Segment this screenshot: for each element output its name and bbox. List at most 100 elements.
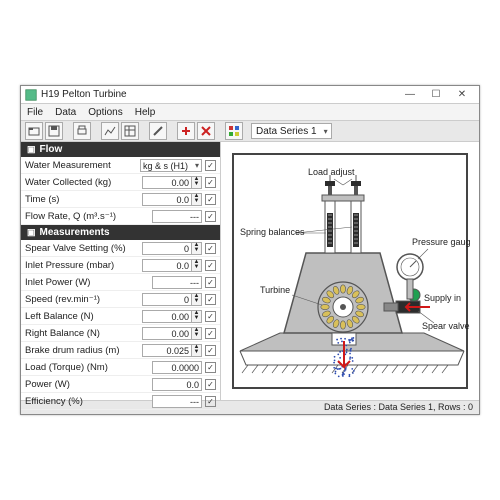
measurements-spinner[interactable]: ▲▼ bbox=[192, 327, 202, 340]
flow-value[interactable]: 0.0 bbox=[142, 193, 192, 206]
measurements-value[interactable]: 0.00 bbox=[142, 310, 192, 323]
measurements-row: Efficiency (%)---✓ bbox=[21, 393, 220, 410]
flow-row: Time (s)0.0▲▼✓ bbox=[21, 191, 220, 208]
toolbar-table-icon[interactable] bbox=[121, 122, 139, 140]
measurements-value: --- bbox=[152, 395, 202, 408]
measurements-rows: Spear Valve Setting (%)0▲▼✓Inlet Pressur… bbox=[21, 240, 220, 410]
flow-row: Water Measurementkg & s (H1)✓ bbox=[21, 157, 220, 174]
svg-text:Load adjust: Load adjust bbox=[308, 167, 355, 177]
measurements-value: --- bbox=[152, 276, 202, 289]
maximize-button[interactable]: ☐ bbox=[423, 88, 449, 102]
flow-label: Time (s) bbox=[25, 194, 142, 205]
measurements-row: Spear Valve Setting (%)0▲▼✓ bbox=[21, 240, 220, 257]
flow-label: Water Measurement bbox=[25, 160, 140, 171]
menu-help[interactable]: Help bbox=[135, 107, 156, 118]
measurements-label: Spear Valve Setting (%) bbox=[25, 243, 142, 254]
measurements-checkbox[interactable]: ✓ bbox=[205, 328, 216, 339]
measurements-spinner[interactable]: ▲▼ bbox=[192, 344, 202, 357]
flow-spinner[interactable]: ▲▼ bbox=[192, 176, 202, 189]
turbine-diagram: Load adjust Spring balances Pressure gauge… bbox=[234, 155, 470, 391]
svg-text:Spear valve: Spear valve bbox=[422, 321, 470, 331]
measurements-spinner[interactable]: ▲▼ bbox=[192, 242, 202, 255]
menubar: File Data Options Help bbox=[21, 104, 479, 120]
measurements-label: Speed (rev.min⁻¹) bbox=[25, 294, 142, 305]
measurements-checkbox[interactable]: ✓ bbox=[205, 260, 216, 271]
menu-file[interactable]: File bbox=[27, 107, 43, 118]
svg-text:Spring balances: Spring balances bbox=[240, 227, 305, 237]
toolbar-remove-icon[interactable] bbox=[197, 122, 215, 140]
measurements-value: 0.0000 bbox=[152, 361, 202, 374]
flow-row: Flow Rate, Q (m³.s⁻¹)---✓ bbox=[21, 208, 220, 225]
toolbar-add-icon[interactable] bbox=[177, 122, 195, 140]
measurements-row: Inlet Pressure (mbar)0.0▲▼✓ bbox=[21, 257, 220, 274]
flow-checkbox[interactable]: ✓ bbox=[205, 160, 216, 171]
toolbar-pencil-icon[interactable] bbox=[149, 122, 167, 140]
measurements-checkbox[interactable]: ✓ bbox=[205, 345, 216, 356]
side-panel: Flow Water Measurementkg & s (H1)✓Water … bbox=[21, 142, 221, 400]
measurements-header: Measurements bbox=[21, 225, 220, 240]
measurements-checkbox[interactable]: ✓ bbox=[205, 396, 216, 407]
measurements-row: Brake drum radius (m)0.025▲▼✓ bbox=[21, 342, 220, 359]
measurements-title: Measurements bbox=[40, 227, 110, 238]
measurements-checkbox[interactable]: ✓ bbox=[205, 243, 216, 254]
measurements-value[interactable]: 0 bbox=[142, 242, 192, 255]
measurements-checkbox[interactable]: ✓ bbox=[205, 277, 216, 288]
measurements-row: Power (W)0.0✓ bbox=[21, 376, 220, 393]
measurements-label: Power (W) bbox=[25, 379, 152, 390]
diagram-frame: Load adjust Spring balances Pressure gauge… bbox=[232, 153, 468, 389]
status-text: Data Series : Data Series 1, Rows : 0 bbox=[324, 402, 473, 412]
menu-options[interactable]: Options bbox=[88, 107, 122, 118]
flow-checkbox[interactable]: ✓ bbox=[205, 194, 216, 205]
toolbar-open-icon[interactable] bbox=[25, 122, 43, 140]
flow-value[interactable]: 0.00 bbox=[142, 176, 192, 189]
flow-label: Water Collected (kg) bbox=[25, 177, 142, 188]
flow-header: Flow bbox=[21, 142, 220, 157]
measurements-row: Right Balance (N)0.00▲▼✓ bbox=[21, 325, 220, 342]
close-button[interactable]: ✕ bbox=[449, 88, 475, 102]
measurements-label: Right Balance (N) bbox=[25, 328, 142, 339]
flow-checkbox[interactable]: ✓ bbox=[205, 211, 216, 222]
measurements-checkbox[interactable]: ✓ bbox=[205, 362, 216, 373]
measurements-label: Left Balance (N) bbox=[25, 311, 142, 322]
flow-title: Flow bbox=[40, 144, 63, 155]
app-window: H19 Pelton Turbine — ☐ ✕ File Data Optio… bbox=[20, 85, 480, 415]
measurements-row: Inlet Power (W)---✓ bbox=[21, 274, 220, 291]
flow-spinner[interactable]: ▲▼ bbox=[192, 193, 202, 206]
measurements-row: Left Balance (N)0.00▲▼✓ bbox=[21, 308, 220, 325]
menu-data[interactable]: Data bbox=[55, 107, 76, 118]
svg-text:Pressure gauge: Pressure gauge bbox=[412, 237, 470, 247]
toolbar-chart-icon[interactable] bbox=[101, 122, 119, 140]
flow-checkbox[interactable]: ✓ bbox=[205, 177, 216, 188]
toolbar-palette-icon[interactable] bbox=[225, 122, 243, 140]
toolbar: Data Series 1 bbox=[21, 120, 479, 142]
flow-row: Water Collected (kg)0.00▲▼✓ bbox=[21, 174, 220, 191]
measurements-spinner[interactable]: ▲▼ bbox=[192, 259, 202, 272]
minimize-button[interactable]: — bbox=[397, 88, 423, 102]
measurements-value[interactable]: 0.00 bbox=[142, 327, 192, 340]
measurements-label: Inlet Pressure (mbar) bbox=[25, 260, 142, 271]
measurements-label: Inlet Power (W) bbox=[25, 277, 152, 288]
measurements-checkbox[interactable]: ✓ bbox=[205, 379, 216, 390]
window-title: H19 Pelton Turbine bbox=[41, 89, 397, 100]
content-area: Flow Water Measurementkg & s (H1)✓Water … bbox=[21, 142, 479, 400]
measurements-spinner[interactable]: ▲▼ bbox=[192, 310, 202, 323]
measurements-spinner[interactable]: ▲▼ bbox=[192, 293, 202, 306]
svg-text:Supply in: Supply in bbox=[424, 293, 461, 303]
flow-label: Flow Rate, Q (m³.s⁻¹) bbox=[25, 211, 152, 222]
measurements-row: Load (Torque) (Nm)0.0000✓ bbox=[21, 359, 220, 376]
flow-rows: Water Measurementkg & s (H1)✓Water Colle… bbox=[21, 157, 220, 225]
flow-select[interactable]: kg & s (H1) bbox=[140, 159, 202, 172]
measurements-checkbox[interactable]: ✓ bbox=[205, 311, 216, 322]
measurements-value[interactable]: 0.025 bbox=[142, 344, 192, 357]
data-series-label: Data Series 1 bbox=[256, 126, 317, 137]
toolbar-save-icon[interactable] bbox=[45, 122, 63, 140]
titlebar: H19 Pelton Turbine — ☐ ✕ bbox=[21, 86, 479, 104]
measurements-value[interactable]: 0 bbox=[142, 293, 192, 306]
measurements-value[interactable]: 0.0 bbox=[142, 259, 192, 272]
measurements-label: Brake drum radius (m) bbox=[25, 345, 142, 356]
toolbar-print-icon[interactable] bbox=[73, 122, 91, 140]
measurements-value: 0.0 bbox=[152, 378, 202, 391]
diagram-pane: Load adjust Spring balances Pressure gauge… bbox=[221, 142, 479, 400]
measurements-checkbox[interactable]: ✓ bbox=[205, 294, 216, 305]
data-series-select[interactable]: Data Series 1 bbox=[251, 123, 332, 139]
